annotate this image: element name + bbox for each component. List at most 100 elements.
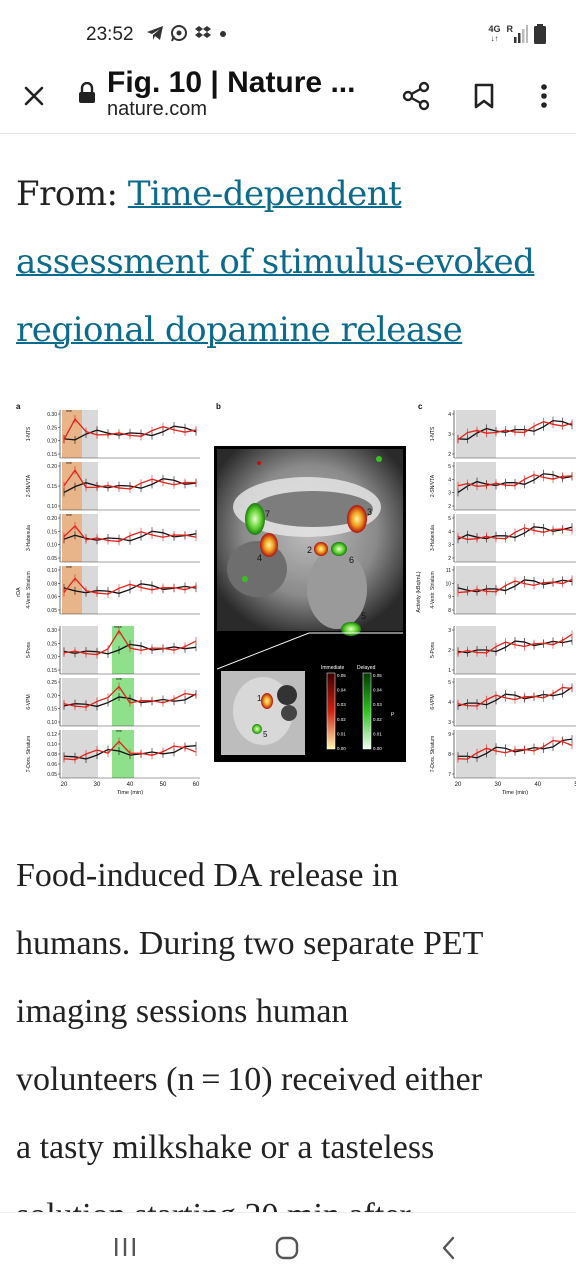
network-indicator: 4G ↓↑ [488, 24, 501, 44]
x-tick-label: 50 [574, 782, 576, 788]
milkshake-trace [457, 420, 573, 441]
signal-indicator: R [507, 25, 528, 43]
region-axis-label: 5-Pons [26, 642, 32, 658]
y-tick-label: 0.10 [47, 543, 57, 549]
y-tick-label: 3 [448, 628, 451, 634]
y-tick-label: 4 [448, 477, 451, 483]
x-tick-label: 20 [61, 782, 68, 788]
y-tick-label: 0.25 [47, 425, 57, 431]
y-tick-label: 0.20 [47, 655, 57, 661]
article-link-line2[interactable]: assessment of stimulus-evoked [16, 242, 535, 282]
region-label-5: 5 [361, 611, 366, 621]
y-tick-label: 11 [446, 568, 451, 574]
system-nav-bar [0, 1212, 576, 1280]
y-tick-label: 3 [448, 491, 451, 497]
recent-apps-icon[interactable] [112, 1235, 138, 1259]
legend-immediate-label: Immediate [321, 665, 345, 671]
y-tick-label: 0.06 [47, 595, 57, 601]
region-label-7: 7 [265, 509, 270, 519]
y-tick-label: 8 [448, 752, 451, 758]
legend-value-immediate: 0.01 [337, 731, 346, 736]
legend-value-immediate: 0.00 [337, 746, 346, 751]
milkshake-trace [63, 525, 197, 543]
y-tick-label: 0.06 [47, 762, 57, 768]
panel-a-chart: 0.30 0.25 0.20 0.15 1-NTS *** 0.20 0.15 0.10 2-SN… [16, 410, 200, 796]
close-icon[interactable] [18, 80, 50, 112]
y-tick-label: 3 [448, 543, 451, 549]
y-tick-label: 2 [448, 556, 451, 562]
status-time: 23:52 [86, 24, 134, 45]
from-label: From: [16, 174, 128, 214]
article-link-line1[interactable]: Time-dependent [127, 174, 402, 214]
panel-c-letter: c [418, 402, 423, 411]
notification-icons [146, 24, 228, 42]
significance-stars: *** [66, 410, 72, 416]
delayed-band [112, 678, 134, 726]
back-icon[interactable] [438, 1235, 460, 1261]
y-tick-label: 4 [448, 412, 451, 418]
region-axis-label: 1-NTS [26, 426, 32, 441]
region-axis-label: 7-Dors. Striatum [26, 736, 32, 772]
article-link-line3[interactable]: regional dopamine release [16, 310, 463, 350]
dropbox-icon [195, 26, 211, 38]
y-tick-label: 5 [448, 464, 451, 470]
whatsapp-icon [171, 25, 187, 42]
home-icon[interactable] [274, 1235, 300, 1261]
inset-label-1: 1 [257, 694, 262, 703]
more-vert-icon[interactable] [528, 80, 560, 112]
legend-p-label: p [390, 711, 394, 717]
y-tick-label: 2 [448, 648, 451, 654]
caption-line: Food-induced DA release in [16, 857, 399, 894]
y-tick-label: 2 [448, 504, 451, 510]
panel-a-letter: a [16, 402, 21, 411]
milkshake-trace [457, 739, 573, 760]
bookmark-icon[interactable] [468, 80, 500, 112]
dot-icon [220, 31, 226, 37]
y-tick-label: 8 [448, 608, 451, 614]
panel-c-chart: 4 3 2 1-NTS 5 4 3 2 2-SN/VTA 5 4 3 2 3-Habenula 11 10 9 8… [416, 410, 576, 796]
browser-app-bar: Fig. 10 | Nature ... nature.com [0, 62, 576, 134]
x-axis-label: Time (min) [502, 790, 528, 796]
legend-value-delayed: 0.05 [373, 673, 382, 678]
legend-value-delayed: 0.00 [373, 746, 382, 751]
y-tick-label: 5 [448, 516, 451, 522]
caption-line: imaging sessions human [16, 993, 349, 1030]
figure-image[interactable]: a b c 0.30 0.25 0.20 0.15 1-NTS *** 0.20 0.15 0.… [0, 398, 576, 818]
region-axis-label: 3-Habenula [430, 525, 436, 551]
region-label-3: 3 [367, 507, 372, 517]
page-domain: nature.com [107, 98, 208, 120]
region-axis-label: 4-Ventr. Striatum [26, 571, 32, 608]
page-title: Fig. 10 | Nature ... [107, 66, 356, 99]
region-label-4: 4 [257, 553, 262, 563]
y-tick-label: 0.20 [47, 439, 57, 445]
activity-axis-label: Activity (kBq/mL) [416, 571, 422, 612]
y-tick-label: 0.10 [47, 742, 57, 748]
legend-value-delayed: 0.03 [373, 702, 382, 707]
y-tick-label: 0.15 [47, 668, 57, 674]
significance-stars: **** [114, 626, 122, 632]
region-axis-label: 1-NTS [430, 426, 436, 441]
y-tick-label: 0.12 [47, 732, 57, 738]
brain-pet-image: 7 4 2 3 6 5 1 5 Immediate Delayed 0.05 0.… [214, 446, 406, 762]
rda-axis-label: rDA [16, 587, 22, 597]
y-tick-label: 0.30 [47, 412, 57, 418]
status-bar: 23:52 4G ↓↑ R [0, 0, 576, 62]
caption-line: a tasty milkshake or a tasteless [16, 1129, 435, 1166]
y-tick-label: 0.15 [47, 707, 57, 713]
milkshake-trace [63, 418, 197, 440]
milkshake-trace [457, 578, 573, 594]
y-tick-label: 0.05 [47, 772, 57, 778]
milkshake-trace [63, 577, 197, 595]
x-tick-label: 50 [160, 782, 167, 788]
share-icon[interactable] [400, 80, 432, 112]
legend-value-delayed: 0.04 [373, 688, 382, 693]
significance-stars: *** [116, 730, 122, 736]
significance-stars: *** [66, 462, 72, 468]
y-tick-label: 0.20 [47, 464, 57, 470]
region-label-2: 2 [307, 545, 312, 555]
y-tick-label: 0.10 [47, 720, 57, 726]
figure-caption: Food-induced DA release in humans. Durin… [16, 842, 576, 1250]
x-tick-label: 60 [193, 782, 200, 788]
significance-stars: *** [66, 514, 72, 520]
immediate-band [62, 514, 82, 562]
